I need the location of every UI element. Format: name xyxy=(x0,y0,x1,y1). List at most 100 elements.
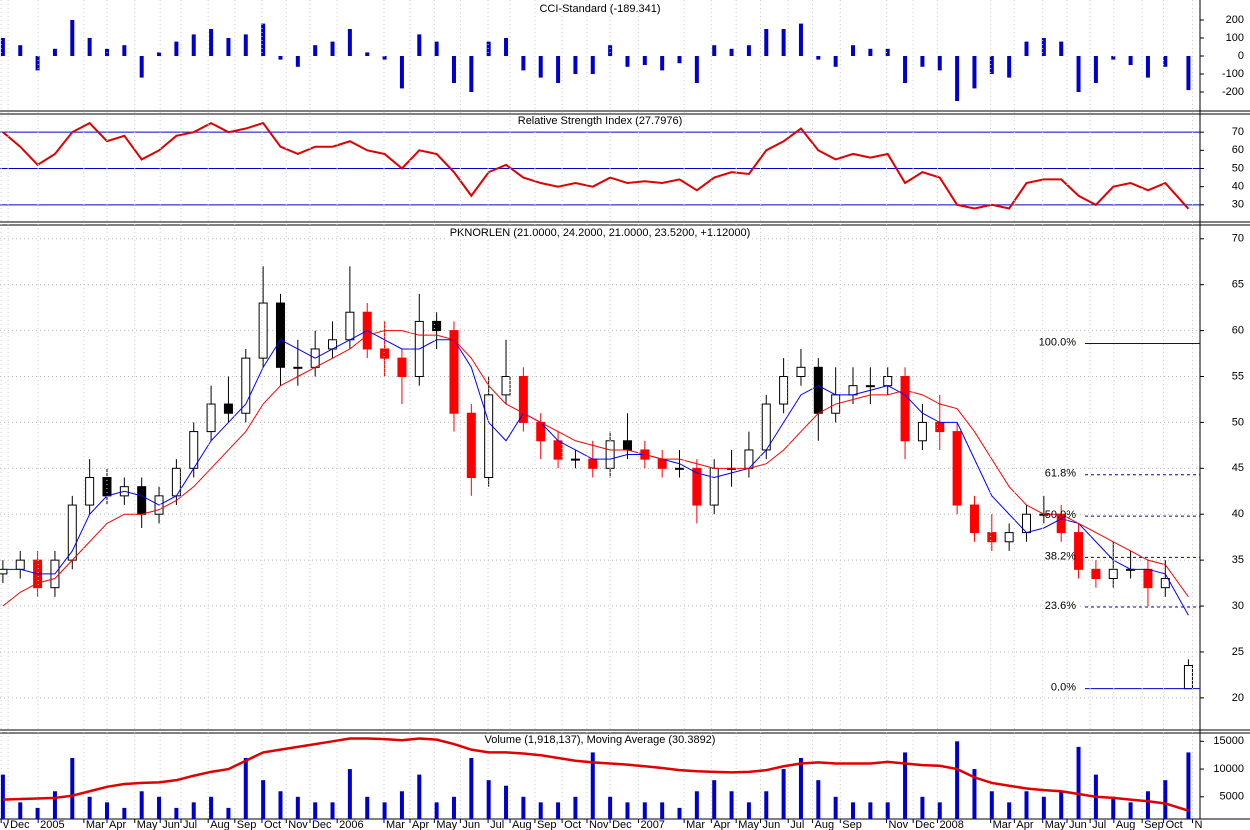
fib-label: 100.0% xyxy=(1039,336,1077,348)
candle-body xyxy=(85,477,95,506)
x-tick-label: Oct xyxy=(264,819,281,830)
bar xyxy=(972,56,977,89)
title-background xyxy=(537,2,663,15)
moving-average xyxy=(2,330,1189,607)
x-tick-label: v xyxy=(3,819,9,830)
x-tick-label: Aug xyxy=(512,819,532,830)
bar xyxy=(660,56,665,71)
bar xyxy=(70,757,75,819)
bar xyxy=(295,796,300,819)
x-tick-label: Jul xyxy=(790,819,804,830)
y-tick-label: 30 xyxy=(1232,199,1244,211)
title-background xyxy=(447,226,753,239)
panel-title: PKNORLEN (21.0000, 24.2000, 21.0000, 23.… xyxy=(450,227,751,239)
x-tick-label: Mar xyxy=(686,819,705,830)
bar xyxy=(35,56,40,71)
candle-body xyxy=(883,376,893,387)
candle-body xyxy=(466,412,476,478)
y-tick-label: 40 xyxy=(1232,181,1244,193)
bar xyxy=(556,802,561,819)
candle-body xyxy=(137,486,147,515)
x-tick-label: Sep xyxy=(537,819,557,830)
bar xyxy=(226,38,231,56)
bar xyxy=(278,791,283,819)
bar xyxy=(469,757,474,819)
bar xyxy=(261,780,266,819)
bar xyxy=(677,807,682,819)
bar xyxy=(781,29,786,56)
bar xyxy=(35,807,40,819)
y-tick-label: -100 xyxy=(1222,68,1244,80)
y-tick-label: 100 xyxy=(1226,32,1244,44)
bar xyxy=(903,56,908,83)
y-tick-label: 55 xyxy=(1232,370,1244,382)
candle-body xyxy=(1183,665,1193,690)
x-tick-label: Jun xyxy=(462,819,480,830)
y-tick-label: -200 xyxy=(1222,86,1244,98)
bar xyxy=(434,41,439,56)
bar xyxy=(937,56,942,71)
bar xyxy=(1024,41,1029,56)
y-tick-label: 60 xyxy=(1232,324,1244,336)
title-background xyxy=(515,114,685,127)
y-tick-label: 50 xyxy=(1232,416,1244,428)
bar xyxy=(1059,791,1064,819)
y-tick-label: 25 xyxy=(1232,646,1244,658)
candle-body xyxy=(501,376,511,396)
fib-label: 61.8% xyxy=(1045,468,1076,480)
candle-body xyxy=(987,532,997,543)
moving-average xyxy=(2,737,1189,812)
bar xyxy=(504,785,509,819)
bar xyxy=(226,807,231,819)
bar xyxy=(399,791,404,819)
fib-label: 38.2% xyxy=(1045,550,1076,562)
x-tick-label: Jul xyxy=(1092,819,1106,830)
candle-body xyxy=(1004,532,1014,543)
y-tick-label: 10000 xyxy=(1213,763,1244,775)
candle-body xyxy=(1108,568,1118,579)
y-tick-label: 15000 xyxy=(1213,735,1244,747)
x-tick-label: 2006 xyxy=(339,819,363,830)
bar xyxy=(625,56,630,67)
bar xyxy=(1041,38,1046,56)
bar xyxy=(18,45,23,56)
candle-body xyxy=(952,431,962,506)
x-tick-label: Apr xyxy=(109,819,126,830)
x-tick-label: Jun xyxy=(162,819,180,830)
bar xyxy=(417,34,422,56)
y-tick-label: 70 xyxy=(1232,233,1244,245)
bar xyxy=(1007,802,1012,819)
bar xyxy=(1111,796,1116,819)
bar xyxy=(18,802,23,819)
bar xyxy=(1163,56,1168,67)
bar xyxy=(590,56,595,74)
x-tick-label: 2007 xyxy=(640,819,664,830)
y-tick-label: 200 xyxy=(1226,14,1244,26)
bar xyxy=(920,56,925,67)
y-tick-label: 0 xyxy=(1238,50,1244,62)
bar xyxy=(486,780,491,819)
candle-body xyxy=(15,559,25,570)
bar xyxy=(52,791,57,819)
bar xyxy=(556,56,561,83)
bar xyxy=(417,774,422,819)
bar xyxy=(989,791,994,819)
y-tick-label: 45 xyxy=(1232,462,1244,474)
candle-body xyxy=(813,366,823,414)
x-tick-label: Mar xyxy=(993,819,1012,830)
panel-title: Relative Strength Index (27.7976) xyxy=(518,115,683,127)
bar xyxy=(1163,780,1168,819)
bar xyxy=(781,769,786,819)
bar xyxy=(660,802,665,819)
bar xyxy=(573,56,578,74)
bar xyxy=(70,20,75,56)
bar xyxy=(451,56,456,83)
y-tick-label: 20 xyxy=(1232,692,1244,704)
y-tick-label: 30 xyxy=(1232,600,1244,612)
candle-body xyxy=(935,421,945,433)
bar xyxy=(851,802,856,819)
bar xyxy=(798,23,803,57)
x-tick-label: Aug xyxy=(210,819,230,830)
x-tick-label: Oct xyxy=(1166,819,1183,830)
bar xyxy=(347,769,352,819)
